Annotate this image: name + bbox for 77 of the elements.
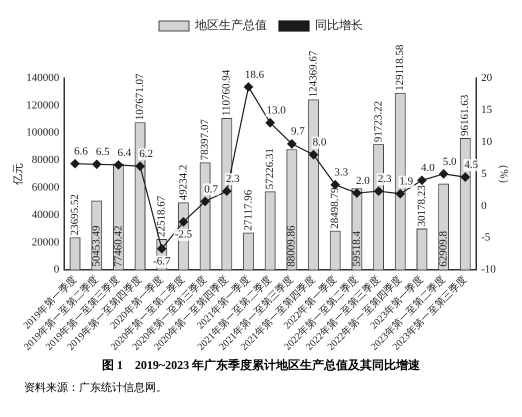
data-label: 1.9: [399, 176, 414, 188]
data-label: 6.5: [96, 146, 110, 158]
data-label: -6.7: [153, 256, 171, 268]
point: [157, 244, 166, 254]
data-label: 5.0: [442, 156, 457, 168]
point: [135, 162, 145, 171]
data-label: 28498.79: [329, 187, 342, 229]
point: [417, 176, 427, 185]
y-tick-label: 20000: [32, 236, 60, 248]
y-tick-label: 120000: [26, 99, 60, 112]
data-label: -2.5: [174, 228, 193, 241]
data-label: 57226.31: [264, 148, 276, 190]
y-axis-title: 亿元: [12, 162, 24, 186]
data-label: 30178.23: [416, 184, 428, 226]
point: [396, 189, 405, 198]
data-label: 77460.42: [112, 226, 124, 267]
y2-tick-label: -5: [481, 232, 491, 244]
point: [244, 82, 254, 92]
y-tick-label: 40000: [32, 208, 60, 221]
data-label: 49234.2: [177, 164, 190, 200]
point: [308, 150, 318, 160]
point: [70, 159, 80, 168]
data-label: 62909.8: [438, 230, 450, 267]
point: [114, 160, 123, 170]
point: [352, 188, 362, 198]
y2-tick-label: 15: [481, 104, 493, 116]
data-label: 59518.4: [350, 230, 363, 267]
point: [178, 217, 188, 226]
point: [266, 118, 275, 128]
y2-tick-label: 20: [481, 72, 493, 84]
y-tick-label: 80000: [32, 154, 60, 166]
y-tick-label: 60000: [32, 181, 60, 194]
data-label: 91723.22: [372, 100, 384, 142]
data-label: 107671.07: [134, 73, 146, 120]
point: [287, 139, 296, 148]
text: 资料来源：广东统计信息网。: [24, 380, 168, 395]
data-label: 6.6: [74, 146, 88, 158]
point: [439, 169, 448, 178]
point: [200, 196, 210, 206]
y2-tick-label: 5: [481, 168, 488, 180]
data-label: 6.2: [139, 148, 153, 160]
data-label: 124369.67: [307, 50, 320, 98]
data-label: 8.0: [312, 136, 327, 149]
data-label: 0.7: [204, 183, 218, 196]
data-label: 2.3: [378, 173, 392, 186]
point: [460, 172, 470, 182]
text: 图 1 2019~2023 年广东季度累计地区生产总值及其同比增速: [100, 357, 422, 374]
data-label: 2.3: [226, 173, 240, 186]
y2-tick-label: -10: [481, 264, 496, 276]
point: [374, 186, 384, 196]
data-label: 78397.07: [199, 118, 212, 160]
data-label: 23695.52: [68, 194, 81, 236]
data-label: 13.0: [266, 104, 286, 117]
y2-axis-title: （%）: [498, 158, 510, 190]
y2-tick-label: 0: [481, 200, 488, 212]
y-tick-label: 0: [54, 264, 60, 276]
data-label: 4.5: [464, 158, 479, 171]
legend-label: 同比增长: [315, 18, 363, 32]
y-tick-label: 100000: [26, 126, 60, 139]
data-label: 4.0: [421, 162, 436, 174]
data-label: 50453.49: [90, 225, 103, 267]
data-label: 22518.67: [156, 195, 168, 237]
data-label: 129118.58: [394, 44, 406, 91]
point: [222, 186, 232, 196]
data-label: 96161.63: [459, 94, 472, 136]
point: [92, 160, 102, 169]
data-label: 27117.96: [242, 189, 254, 231]
data-label: 2.0: [356, 174, 370, 187]
data-label: 6.4: [118, 146, 132, 159]
y-tick-label: 140000: [26, 72, 60, 84]
data-label: 9.7: [290, 126, 306, 138]
data-label: 110760.94: [220, 69, 233, 116]
y2-tick-label: 10: [481, 136, 493, 148]
data-label: 18.6: [244, 68, 265, 81]
data-label: 3.3: [334, 166, 349, 179]
data-label: 88009.86: [286, 225, 298, 267]
legend-label: 地区生产总值: [194, 18, 267, 32]
